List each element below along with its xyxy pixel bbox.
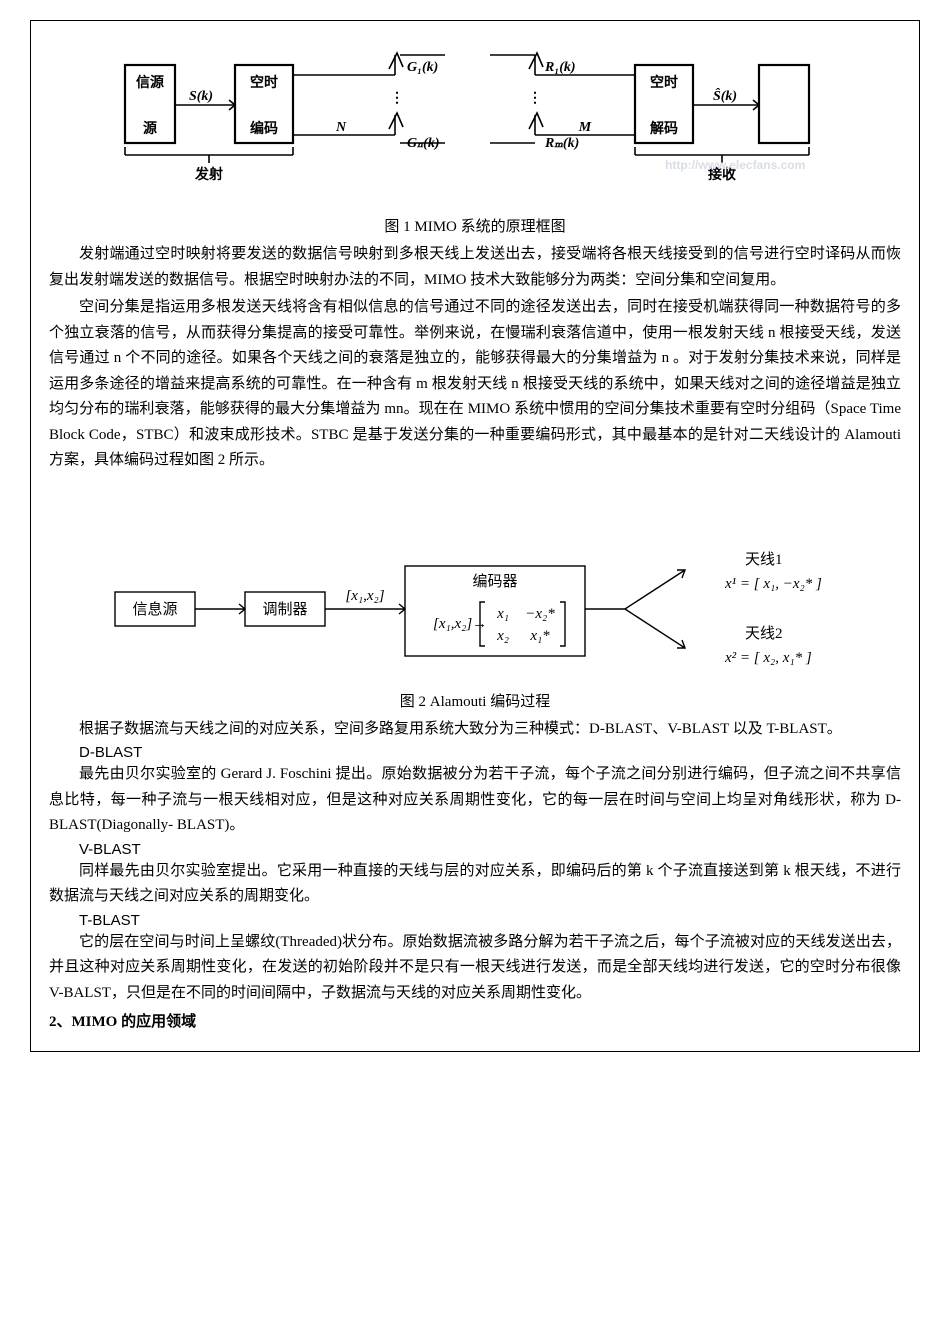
fig1-n: N (335, 120, 347, 135)
page-frame: 信源 源 S(k) 空时 编码 发射 G₁(k) ⋮ N Gₙ(k) (30, 20, 920, 1052)
fig2-x1x2-in: [x₁,x₂]→ (433, 616, 487, 632)
fig1-g1k: G₁(k) (407, 60, 438, 75)
fig1-std-top: 空时 (650, 74, 678, 91)
figure-2-alamouti-diagram: 信息源 调制器 [x₁,x₂] 编码器 [x₁,x₂]→ x₁ −x₂* x₂ … (85, 542, 865, 682)
fig2-ant1: 天线1 (745, 551, 783, 568)
fig2-x1x2: [x₁,x₂] (345, 588, 384, 604)
section-2-heading: 2、MIMO 的应用领域 (49, 1010, 901, 1031)
heading-tblast: T-BLAST (49, 912, 901, 929)
fig1-transmit: 发射 (194, 166, 223, 183)
paragraph-dblast: 最先由贝尔实验室的 Gerard J. Foschini 提出。原始数据被分为若… (49, 762, 901, 839)
fig2-m21: x₂ (496, 628, 509, 644)
figure-2-caption: 图 2 Alamouti 编码过程 (49, 690, 901, 711)
paragraph-tblast: 它的层在空间与时间上呈螺纹(Threaded)状分布。原始数据流被多路分解为若干… (49, 930, 901, 1007)
fig1-sk: S(k) (189, 89, 213, 104)
fig2-ant2: 天线2 (745, 625, 783, 642)
heading-vblast: V-BLAST (49, 841, 901, 858)
fig1-source-top: 信源 (136, 74, 164, 91)
fig1-m: M (578, 120, 592, 135)
fig1-watermark: http://www.elecfans.com (665, 158, 805, 172)
fig1-std-bot: 解码 (650, 120, 678, 137)
fig2-x2out: x² = [ x₂, x₁* ] (724, 650, 812, 666)
svg-text:源: 源 (143, 120, 157, 137)
fig2-m11: x₁ (496, 606, 509, 622)
fig2-m22: x₁* (529, 628, 550, 644)
fig1-stc-bot: 编码 (250, 120, 278, 137)
heading-dblast: D-BLAST (49, 744, 901, 761)
figure-1-caption: 图 1 MIMO 系统的原理框图 (49, 215, 901, 236)
fig2-modulator: 调制器 (262, 601, 307, 618)
fig2-m12: −x₂* (525, 606, 555, 622)
paragraph-3: 根据子数据流与天线之间的对应关系，空间多路复用系统大致分为三种模式：D-BLAS… (49, 717, 901, 743)
paragraph-vblast: 同样最先由贝尔实验室提出。它采用一种直接的天线与层的对应关系，即编码后的第 k … (49, 859, 901, 910)
fig2-source: 信息源 (132, 601, 177, 618)
fig1-stc-top: 空时 (250, 74, 278, 91)
paragraph-2: 空间分集是指运用多根发送天线将含有相似信息的信号通过不同的途径发送出去，同时在接… (49, 295, 901, 474)
svg-text:⋮: ⋮ (528, 91, 542, 106)
figure-1-mimo-diagram: 信源 源 S(k) 空时 编码 发射 G₁(k) ⋮ N Gₙ(k) (95, 47, 855, 207)
paragraph-1: 发射端通过空时映射将要发送的数据信号映射到多根天线上发送出去，接受端将各根天线接… (49, 242, 901, 293)
fig1-shk: Ŝ(k) (713, 87, 737, 104)
fig2-x1out: x¹ = [ x₁, −x₂* ] (724, 576, 822, 592)
fig1-rmk: Rₘ(k) (544, 136, 579, 151)
fig2-encoder: 编码器 (472, 573, 517, 590)
fig1-r1k: R₁(k) (544, 60, 576, 75)
svg-text:⋮: ⋮ (390, 91, 404, 106)
